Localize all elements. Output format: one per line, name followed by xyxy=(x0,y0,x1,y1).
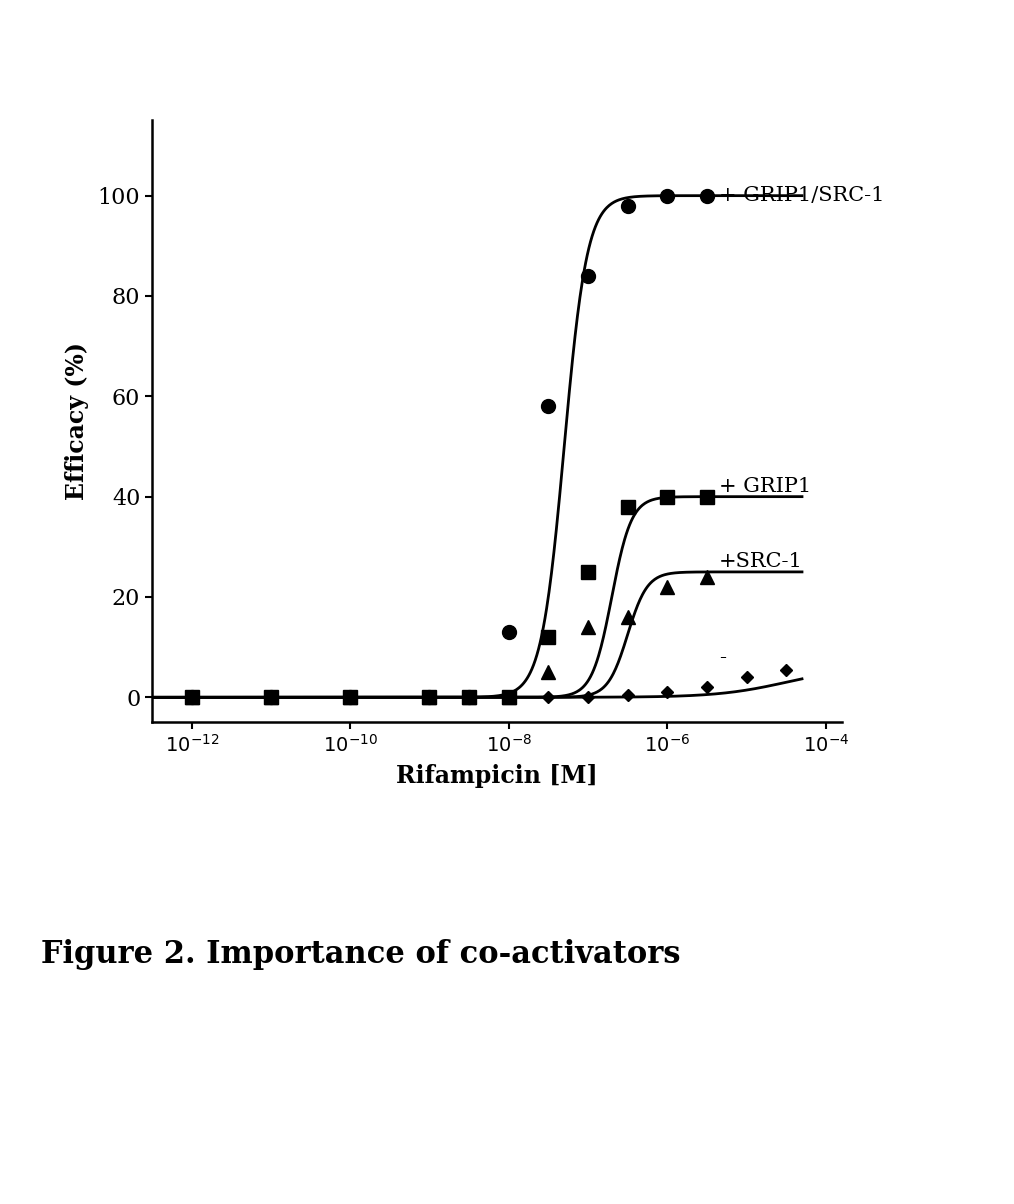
Text: + GRIP1/SRC-1: + GRIP1/SRC-1 xyxy=(719,187,884,205)
Y-axis label: Efficacy (%): Efficacy (%) xyxy=(65,342,89,501)
Text: Figure 2. Importance of co-activators: Figure 2. Importance of co-activators xyxy=(41,939,680,970)
X-axis label: Rifampicin [M]: Rifampicin [M] xyxy=(396,765,597,789)
Text: + GRIP1: + GRIP1 xyxy=(719,477,811,496)
Text: +SRC-1: +SRC-1 xyxy=(719,553,803,572)
Text: -: - xyxy=(719,648,726,667)
